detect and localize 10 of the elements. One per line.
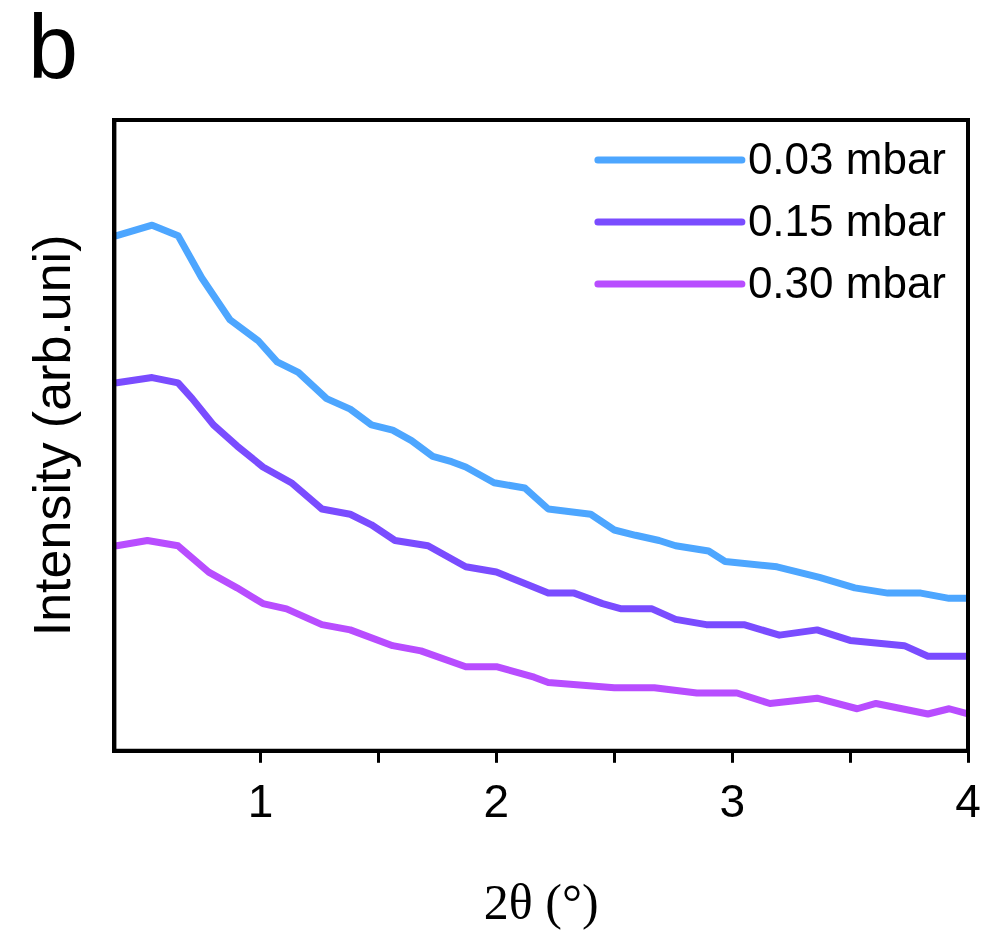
- x-axis-title: 2θ (°): [483, 874, 599, 931]
- legend-label: 0.15 mbar: [747, 196, 946, 246]
- chart-title: b: [28, 0, 79, 97]
- x-tick-label: 1: [247, 775, 274, 828]
- x-tick-label: 2: [483, 775, 510, 828]
- y-axis-title: Intensity (arb.uni): [22, 234, 81, 637]
- legend-label: 0.03 mbar: [747, 134, 946, 184]
- x-tick-label: 3: [719, 775, 745, 828]
- legend-label: 0.30 mbar: [747, 258, 946, 308]
- x-tick-label: 4: [955, 775, 981, 828]
